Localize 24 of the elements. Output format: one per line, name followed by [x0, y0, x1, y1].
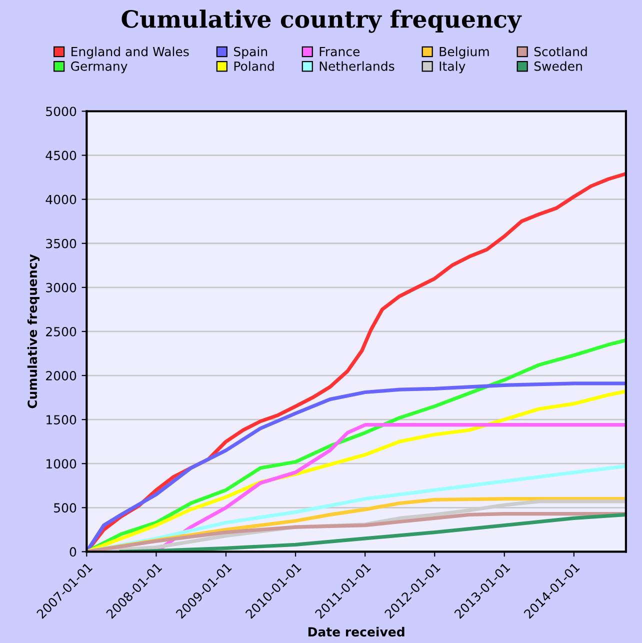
chart-title: Cumulative country frequency — [122, 10, 522, 33]
legend-label: Poland — [234, 61, 274, 71]
y-tick-label: 500 — [54, 503, 76, 513]
legend-label: Netherlands — [320, 61, 394, 71]
legend-label: Germany — [71, 61, 128, 74]
x-axis-title: Date received — [308, 626, 404, 637]
legend-label: France — [320, 47, 360, 56]
y-axis-title: Cumulative frequency — [27, 254, 40, 408]
legend-label: Italy — [440, 61, 466, 74]
y-tick-label: 3000 — [46, 282, 76, 292]
legend-label: Scotland — [534, 46, 587, 56]
y-tick-label: 4500 — [46, 150, 76, 160]
y-tick-label: 2500 — [46, 326, 76, 336]
legend-label: Spain — [234, 46, 268, 59]
y-tick-label: 1000 — [46, 459, 76, 469]
y-tick-label: 0 — [70, 547, 76, 557]
legend-label: Belgium — [440, 46, 489, 59]
y-tick-label: 5000 — [46, 106, 76, 116]
y-tick-label: 2000 — [46, 370, 76, 380]
y-tick-label: 1500 — [46, 415, 76, 424]
legend-label: England and Wales — [72, 46, 189, 59]
y-tick-label: 4000 — [46, 194, 76, 204]
y-tick-label: 3500 — [46, 238, 76, 248]
legend-label: Sweden — [534, 61, 582, 71]
